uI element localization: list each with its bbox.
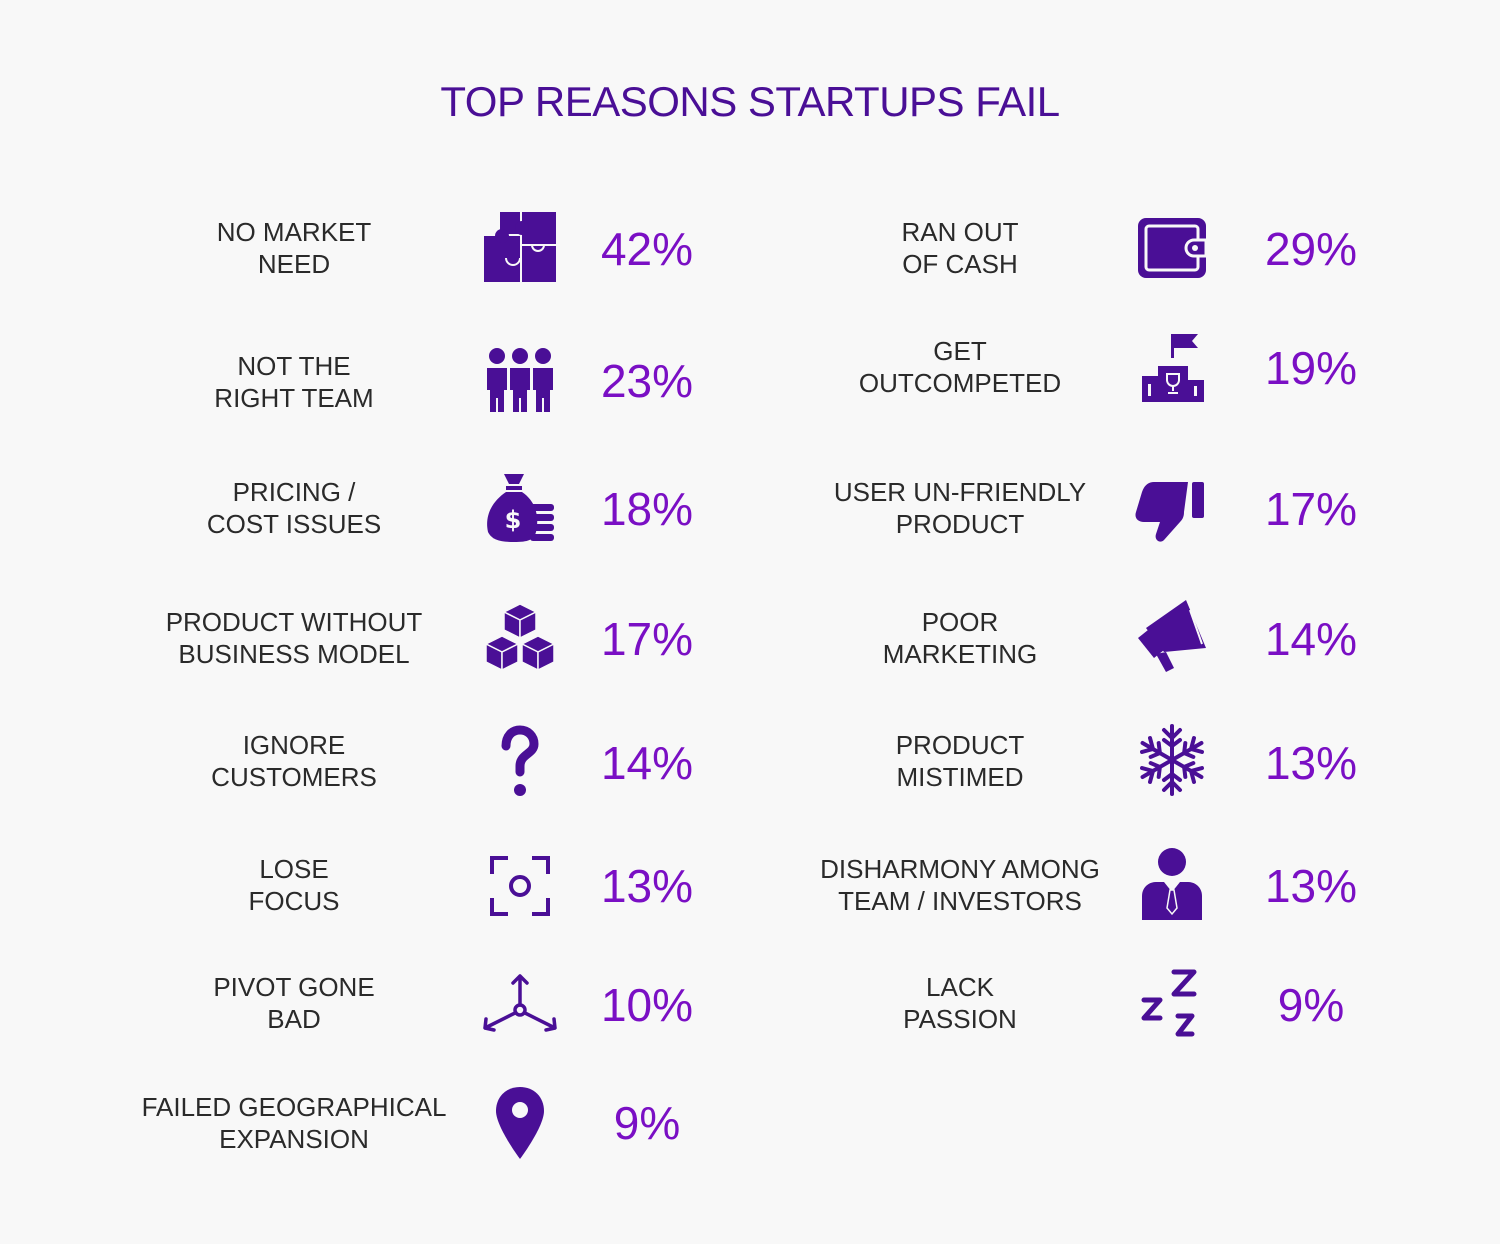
svg-text:$: $ <box>505 506 522 534</box>
reason-label: PRICING / COST ISSUES <box>206 477 382 539</box>
reason-label: DISHARMONY AMONG TEAM / INVESTORS <box>820 854 1100 916</box>
snowflake-icon <box>1134 722 1210 798</box>
podium-icon <box>1134 330 1210 406</box>
pivot-arrows-icon <box>482 970 558 1046</box>
percent-value: 14% <box>1264 613 1358 665</box>
businessman-icon <box>1134 846 1210 922</box>
percent-value: 14% <box>600 737 694 789</box>
percent-value: 42% <box>600 223 694 275</box>
reason-label: PRODUCT WITHOUT BUSINESS MODEL <box>165 607 423 669</box>
reason-label: GET OUTCOMPETED <box>858 336 1062 398</box>
reason-label: LOSE FOCUS <box>248 854 340 916</box>
focus-icon <box>482 848 558 924</box>
reason-label: NO MARKET NEED <box>216 217 372 279</box>
percent-value: 9% <box>613 1097 681 1149</box>
percent-value: 13% <box>600 860 694 912</box>
reason-label: LACK PASSION <box>903 972 1017 1034</box>
percent-value: 10% <box>600 979 694 1031</box>
reason-label: NOT THE RIGHT TEAM <box>214 351 374 413</box>
sleep-icon <box>1134 966 1210 1042</box>
percent-value: 17% <box>1264 483 1358 535</box>
money-bag-icon: $ <box>482 470 558 546</box>
cubes-icon <box>482 600 558 676</box>
percent-value: 18% <box>600 483 694 535</box>
percent-value: 19% <box>1264 342 1358 394</box>
puzzle-icon <box>482 210 558 286</box>
percent-value: 13% <box>1264 737 1358 789</box>
page-title: TOP REASONS STARTUPS FAIL <box>440 78 1060 125</box>
percent-value: 9% <box>1277 979 1345 1031</box>
reason-label: POOR MARKETING <box>882 607 1038 669</box>
reason-label: USER UN-FRIENDLY PRODUCT <box>833 477 1087 539</box>
wallet-icon <box>1134 210 1210 286</box>
reason-label: RAN OUT OF CASH <box>901 217 1019 279</box>
location-pin-icon <box>482 1085 558 1161</box>
percent-value: 17% <box>600 613 694 665</box>
reason-label: PRODUCT MISTIMED <box>895 730 1025 792</box>
reason-label: PIVOT GONE BAD <box>213 972 375 1034</box>
reason-label: IGNORE CUSTOMERS <box>211 730 377 792</box>
team-icon <box>482 342 558 418</box>
percent-value: 23% <box>600 355 694 407</box>
question-mark-icon <box>482 724 558 800</box>
thumbs-down-icon <box>1134 470 1210 546</box>
percent-value: 13% <box>1264 860 1358 912</box>
megaphone-icon <box>1134 598 1210 674</box>
percent-value: 29% <box>1264 223 1358 275</box>
reason-label: FAILED GEOGRAPHICAL EXPANSION <box>141 1092 447 1154</box>
